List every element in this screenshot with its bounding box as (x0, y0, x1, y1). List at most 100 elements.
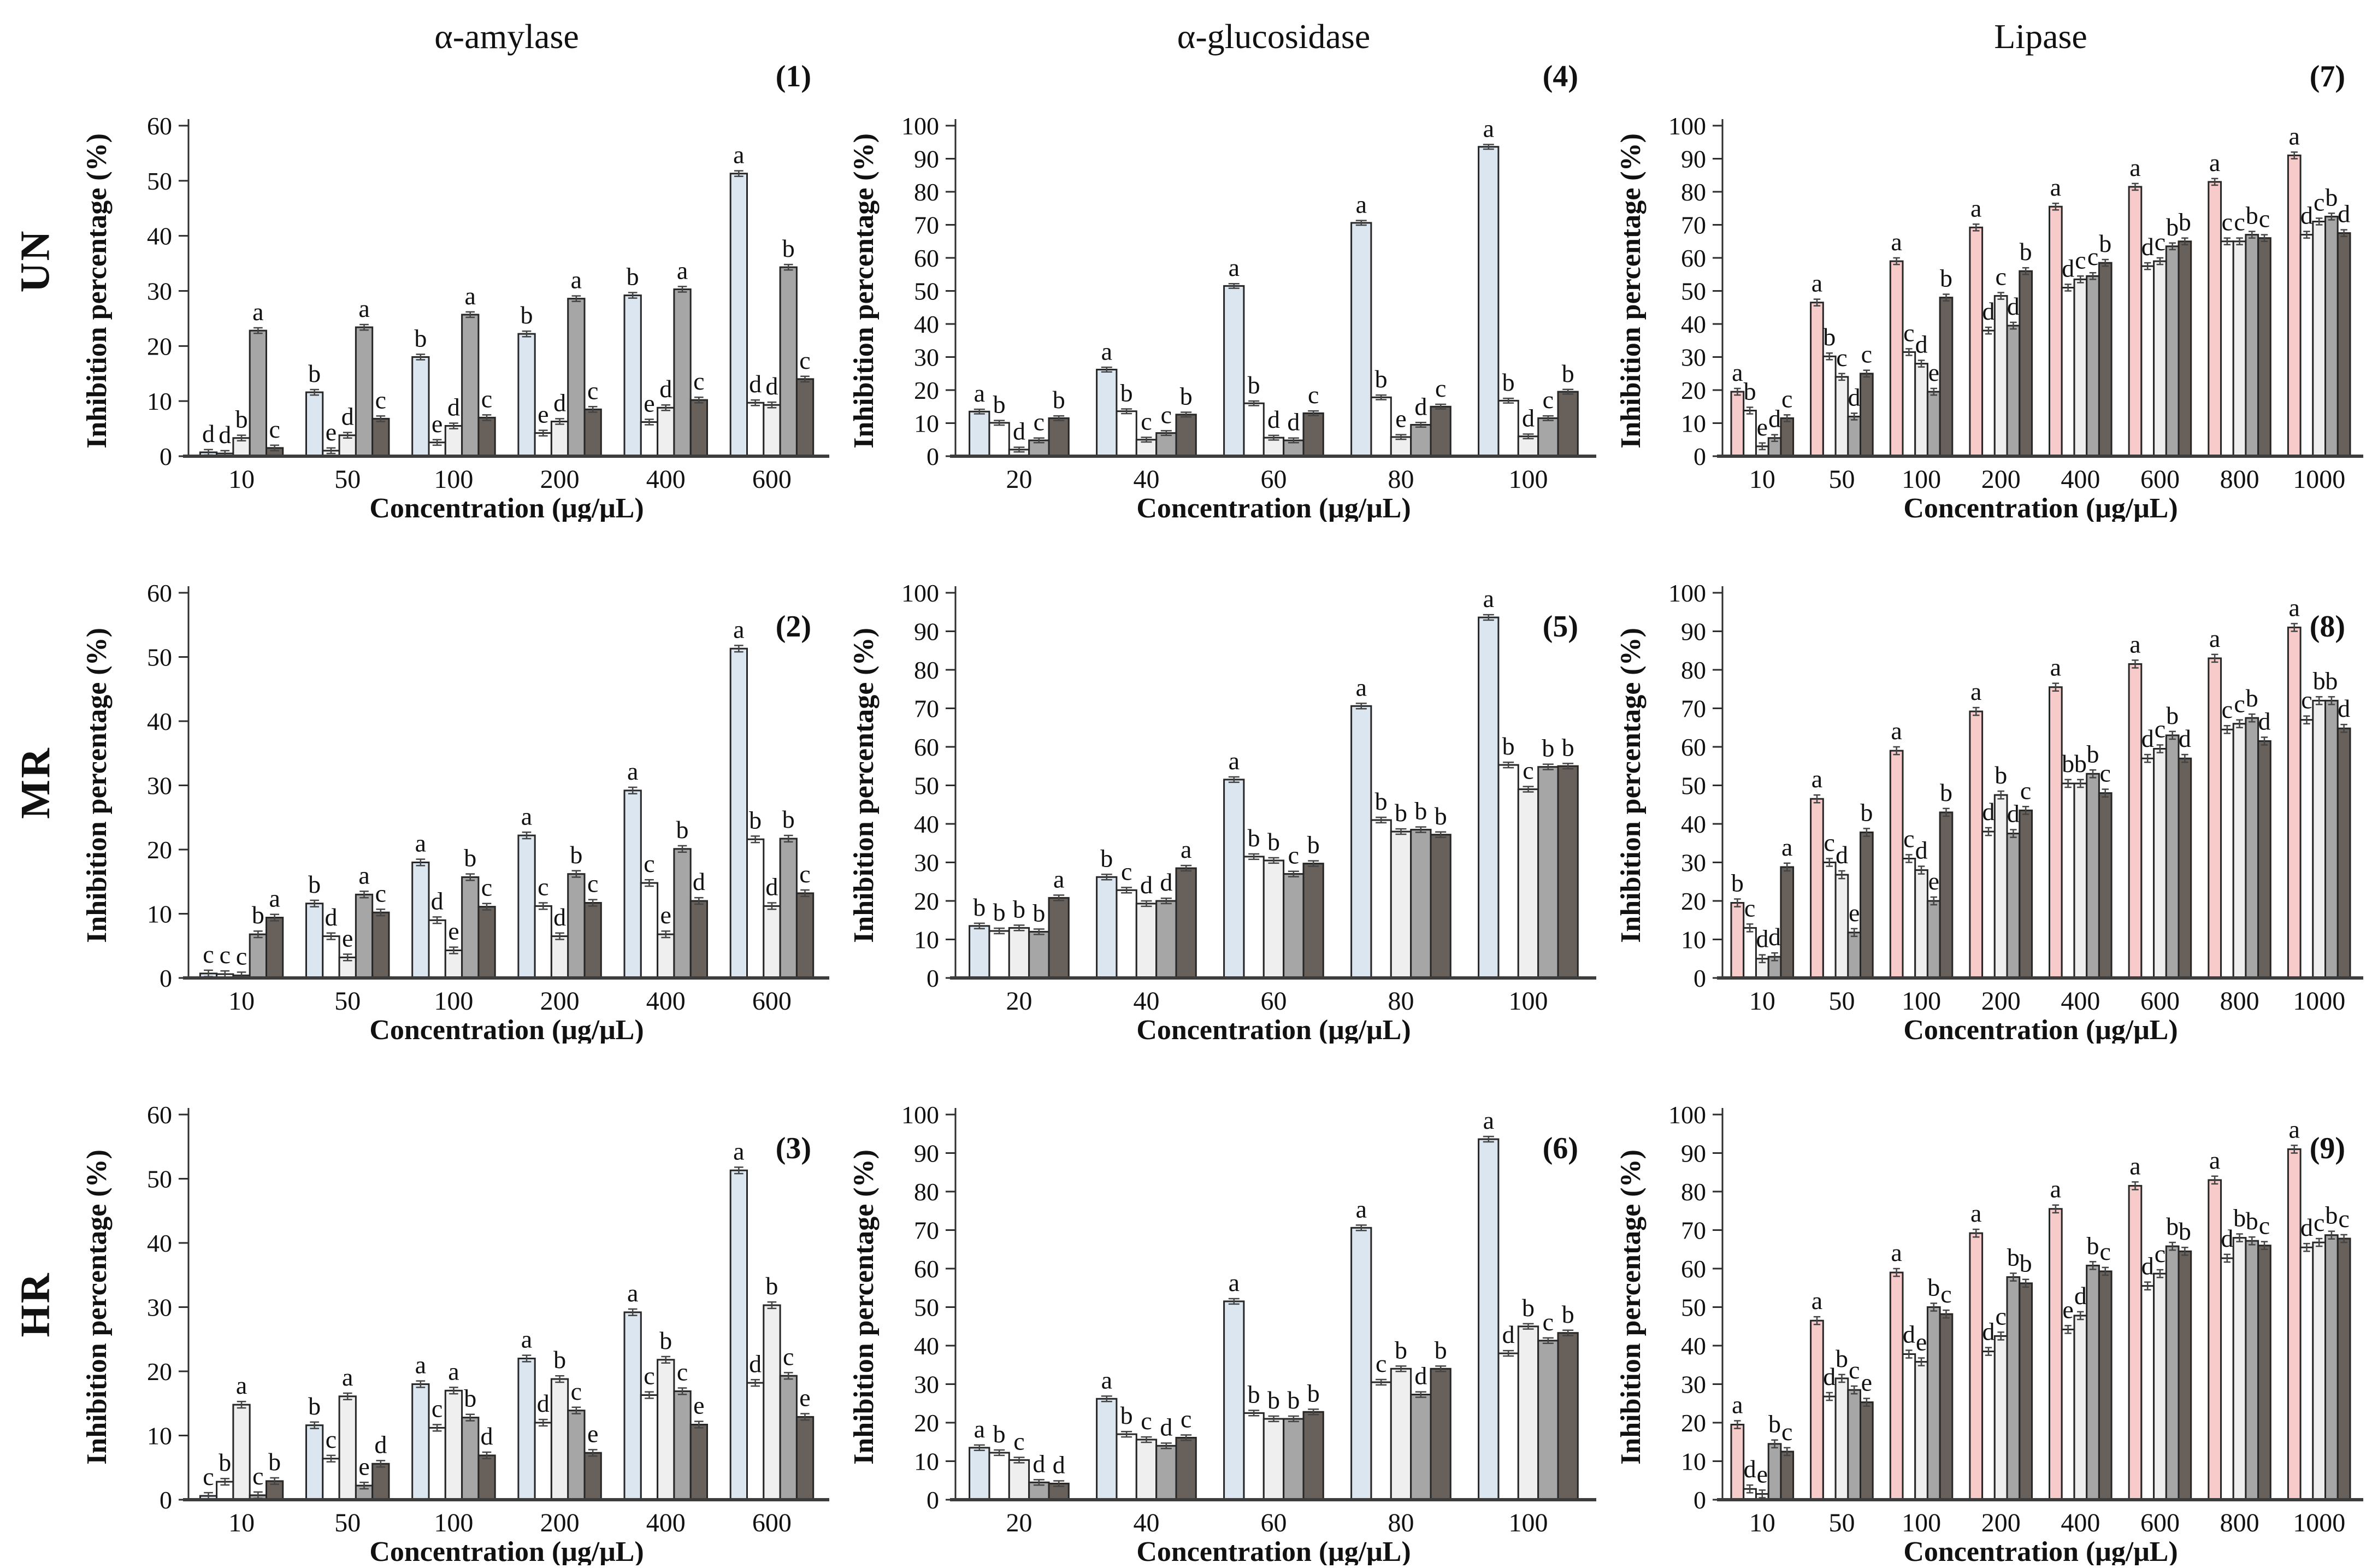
x-tick-label: 100 (434, 1508, 473, 1537)
bar (1008, 1459, 1030, 1501)
bar (249, 329, 268, 457)
bar (1902, 858, 1916, 979)
sig-letter: d (431, 887, 444, 915)
sig-letter: c (1141, 408, 1152, 435)
sig-letter: c (1836, 344, 1847, 372)
y-tick-label: 50 (1681, 1294, 1706, 1322)
y-tick-label: 60 (1681, 1255, 1706, 1283)
y-tick-label: 20 (1681, 887, 1706, 915)
panel-number: (1) (776, 60, 811, 93)
y-tick-label: 10 (914, 926, 939, 954)
bar (2165, 1245, 2180, 1501)
sig-letter: a (627, 1279, 638, 1307)
bar (2299, 234, 2314, 457)
bar (1302, 1411, 1324, 1501)
bar (640, 421, 659, 457)
sig-letter: c (1861, 340, 1872, 368)
bar (729, 173, 748, 457)
sig-letter: b (2179, 208, 2191, 236)
sig-letter: c (269, 415, 280, 443)
bar (1822, 1395, 1837, 1501)
sig-letter: d (202, 420, 215, 447)
bar (2208, 181, 2222, 457)
x-tick-label: 10 (1749, 987, 1775, 1016)
sig-letter: c (2259, 205, 2270, 233)
sig-letter: d (1032, 1449, 1045, 1477)
y-axis-title: Inhibition percentage (%) (848, 1150, 880, 1465)
x-tick-label: 1000 (2293, 987, 2345, 1016)
sig-letter: b (973, 893, 986, 921)
y-axis-title: Inhibition percentage (%) (848, 628, 880, 943)
bar (689, 1424, 708, 1501)
sig-letter: b (464, 844, 476, 872)
bar (428, 1426, 446, 1501)
sig-letter: c (1543, 1308, 1554, 1336)
bar (969, 925, 990, 979)
bar (567, 873, 586, 979)
y-tick-label: 0 (927, 1486, 939, 1514)
sig-letter: c (2222, 695, 2233, 723)
sig-letter: b (1836, 1345, 1848, 1372)
bar (1517, 1325, 1539, 1501)
sig-letter: b (1768, 1410, 1781, 1438)
sig-letter: b (1522, 1294, 1535, 1322)
bar (2061, 287, 2075, 457)
bar (1096, 1398, 1118, 1501)
sig-letter: d (2338, 200, 2350, 228)
x-tick-label: 20 (1006, 465, 1032, 494)
bar (729, 647, 748, 979)
sig-letter: e (799, 1384, 810, 1412)
bar (1834, 874, 1849, 979)
sig-letter: c (538, 873, 548, 901)
bar (2232, 723, 2247, 979)
sig-letter: a (269, 885, 280, 912)
y-axis-title: Inhibition percentage (%) (848, 133, 880, 449)
x-tick-label: 100 (1509, 465, 1548, 494)
sig-letter: d (693, 868, 705, 895)
bar (444, 425, 463, 457)
sig-letter: b (2087, 1231, 2099, 1259)
sig-letter: a (1483, 1106, 1494, 1134)
sig-letter: a (2209, 149, 2220, 176)
x-axis-title: Concentration (μg/μL) (1136, 493, 1411, 522)
bar (477, 906, 496, 979)
sig-letter: a (2129, 154, 2140, 181)
bar (623, 294, 642, 457)
x-tick-label: 10 (1749, 1508, 1775, 1537)
sig-letter: d (1982, 1318, 1995, 1346)
sig-letter: a (1229, 1269, 1240, 1296)
sig-letter: d (447, 393, 460, 421)
bar (461, 876, 480, 979)
bar (2220, 728, 2234, 979)
x-tick-label: 80 (1388, 465, 1414, 494)
sig-letter: d (1140, 871, 1153, 899)
bar (1743, 927, 1757, 979)
bar (2336, 232, 2351, 457)
x-axis-title: Concentration (μg/μL) (369, 493, 644, 522)
bar (1557, 1332, 1579, 1501)
sig-letter: e (1757, 1460, 1768, 1488)
bar (1834, 1377, 1849, 1501)
x-tick-label: 400 (646, 1508, 686, 1537)
y-tick-label: 40 (147, 708, 172, 735)
sig-letter: c (1824, 828, 1835, 856)
x-tick-label: 200 (540, 987, 580, 1016)
sig-letter: a (2209, 1146, 2220, 1174)
chart-panel-7: Lipase (7) 0 10 20 30 40 50 60 70 80 90 100 Inhibitio… (1605, 0, 2372, 524)
x-tick-label: 800 (2220, 987, 2259, 1016)
bar (477, 416, 496, 457)
sig-letter: a (1229, 254, 1240, 281)
sig-letter: b (1307, 831, 1320, 859)
bar (2178, 1250, 2192, 1501)
sig-letter: b (2062, 750, 2074, 777)
bar (640, 1394, 659, 1501)
bar (249, 933, 268, 979)
bar (746, 1382, 765, 1501)
chart-panel-3: (3) 0 10 20 30 40 50 60 Inhibition percentage (%… (71, 1044, 838, 1567)
sig-letter: c (2100, 759, 2111, 787)
sig-letter: d (2221, 1224, 2233, 1252)
bar (322, 935, 340, 979)
x-axis-title: Concentration (μg/μL) (1903, 493, 2178, 522)
bar (232, 1404, 251, 1501)
bar (1370, 1381, 1392, 1501)
